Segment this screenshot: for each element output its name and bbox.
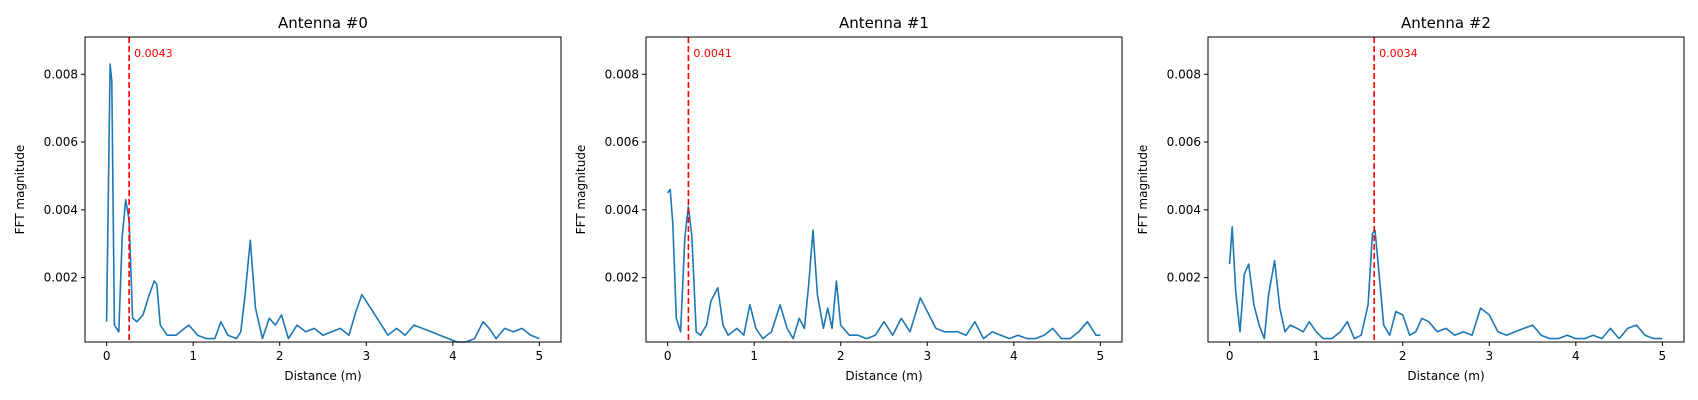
- x-tick-label: 4: [449, 349, 457, 363]
- x-axis-label: Distance (m): [284, 369, 361, 383]
- y-tick-label: 0.002: [1167, 271, 1201, 285]
- axes-frame: [84, 36, 562, 343]
- x-tick-label: 2: [276, 349, 284, 363]
- x-tick-label: 5: [536, 349, 544, 363]
- marker-label: 0.0043: [134, 47, 173, 60]
- axes-frame: [1207, 36, 1685, 343]
- chart-panel-1: Antenna #1 0.0041 0 1 2 3 4 5 0.002 0.004 0.006 0.0…: [574, 14, 1123, 383]
- axes-frame: [645, 36, 1123, 343]
- chart-panel-0: Antenna #0 0.0043 0 1 2 3 4 5 0.002 0.004 0.006 0.0…: [13, 14, 562, 383]
- y-tick-label: 0.006: [44, 135, 78, 149]
- y-tick-label: 0.002: [605, 271, 639, 285]
- x-tick-label: 3: [362, 349, 370, 363]
- y-tick-label: 0.002: [44, 271, 78, 285]
- y-tick-label: 0.006: [1167, 135, 1201, 149]
- x-tick-label: 2: [1399, 349, 1407, 363]
- x-tick-label: 5: [1659, 349, 1667, 363]
- y-tick-label: 0.008: [605, 67, 639, 81]
- x-tick-label: 3: [923, 349, 931, 363]
- x-tick-label: 1: [750, 349, 758, 363]
- y-tick-label: 0.006: [605, 135, 639, 149]
- y-tick-label: 0.004: [1167, 203, 1201, 217]
- series-line-0: [105, 63, 540, 343]
- y-tick-label: 0.004: [44, 203, 78, 217]
- series-line-0: [1228, 226, 1663, 340]
- chart-title: Antenna #1: [839, 14, 929, 32]
- y-tick-label: 0.004: [605, 203, 639, 217]
- marker-label: 0.0041: [693, 47, 732, 60]
- x-tick-label: 0: [103, 349, 111, 363]
- y-axis-label: FFT magnitude: [1136, 145, 1150, 235]
- x-tick-label: 1: [1312, 349, 1320, 363]
- chart-title: Antenna #2: [1401, 14, 1491, 32]
- y-axis-label: FFT magnitude: [13, 145, 27, 235]
- chart-title: Antenna #0: [278, 14, 368, 32]
- chart-panel-2: Antenna #2 0.0034 0 1 2 3 4 5 0.002 0.004 0.006 0.0…: [1136, 14, 1685, 383]
- y-axis-label: FFT magnitude: [574, 145, 588, 235]
- x-tick-label: 2: [837, 349, 845, 363]
- marker-label: 0.0034: [1379, 47, 1418, 60]
- x-tick-label: 0: [1226, 349, 1234, 363]
- x-axis-label: Distance (m): [845, 369, 922, 383]
- y-tick-label: 0.008: [1167, 67, 1201, 81]
- x-tick-label: 4: [1010, 349, 1018, 363]
- y-tick-label: 0.008: [44, 67, 78, 81]
- x-tick-label: 1: [189, 349, 197, 363]
- x-tick-label: 3: [1485, 349, 1493, 363]
- x-axis-label: Distance (m): [1407, 369, 1484, 383]
- x-tick-label: 4: [1572, 349, 1580, 363]
- x-tick-label: 0: [664, 349, 672, 363]
- x-tick-label: 5: [1097, 349, 1105, 363]
- series-line-0: [666, 188, 1101, 340]
